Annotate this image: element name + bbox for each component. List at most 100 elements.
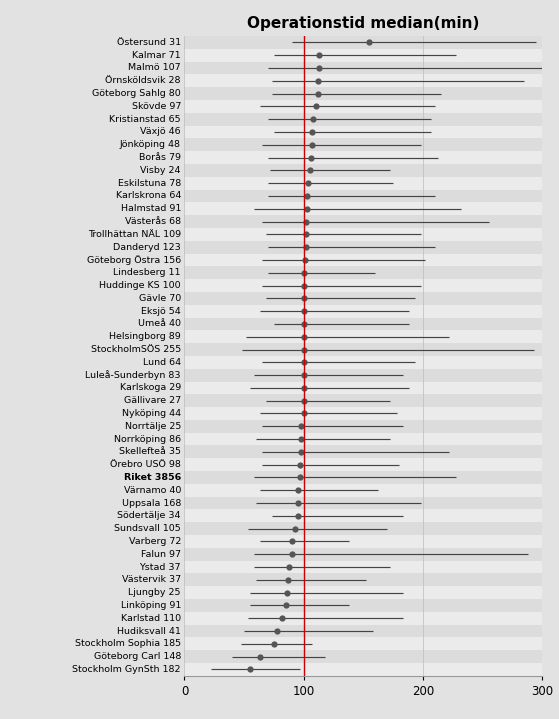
Bar: [184, 36, 542, 49]
Text: Kristianstad 65: Kristianstad 65: [109, 114, 181, 124]
Text: Växjö 46: Växjö 46: [140, 127, 181, 137]
Bar: [184, 369, 542, 382]
Bar: [184, 382, 542, 394]
Text: Skellefteå 35: Skellefteå 35: [119, 447, 181, 457]
Text: Visby 24: Visby 24: [140, 166, 181, 175]
Bar: [184, 612, 542, 625]
Text: Ystad 37: Ystad 37: [139, 562, 181, 572]
Bar: [184, 446, 542, 458]
Bar: [184, 151, 542, 164]
Text: Lindesberg 11: Lindesberg 11: [113, 268, 181, 278]
Bar: [184, 202, 542, 215]
Text: Helsingborg 89: Helsingborg 89: [109, 332, 181, 342]
Bar: [184, 190, 542, 202]
Text: Karlstad 110: Karlstad 110: [121, 614, 181, 623]
Bar: [184, 625, 542, 638]
Bar: [184, 510, 542, 522]
Bar: [184, 100, 542, 113]
Title: Operationstid median(min): Operationstid median(min): [247, 16, 480, 31]
Bar: [184, 599, 542, 612]
Bar: [184, 292, 542, 305]
Bar: [184, 471, 542, 484]
Text: Gävle 70: Gävle 70: [139, 294, 181, 303]
Text: Jönköping 48: Jönköping 48: [120, 140, 181, 150]
Bar: [184, 279, 542, 292]
Bar: [184, 458, 542, 471]
Text: Malmö 107: Malmö 107: [128, 63, 181, 73]
Bar: [184, 164, 542, 177]
Bar: [184, 228, 542, 241]
Bar: [184, 586, 542, 599]
Text: Göteborg Östra 156: Göteborg Östra 156: [87, 255, 181, 265]
Bar: [184, 497, 542, 510]
Text: Norrköping 86: Norrköping 86: [114, 434, 181, 444]
Text: Eksjö 54: Eksjö 54: [141, 306, 181, 316]
Bar: [184, 330, 542, 343]
Bar: [184, 650, 542, 663]
Text: Skövde 97: Skövde 97: [131, 102, 181, 111]
Text: Göteborg Carl 148: Göteborg Carl 148: [93, 652, 181, 661]
Text: Karlskrona 64: Karlskrona 64: [116, 191, 181, 201]
Text: Kalmar 71: Kalmar 71: [132, 50, 181, 60]
Bar: [184, 318, 542, 330]
Text: Huddinge KS 100: Huddinge KS 100: [100, 281, 181, 290]
Text: Danderyd 123: Danderyd 123: [113, 242, 181, 252]
Bar: [184, 254, 542, 266]
Bar: [184, 433, 542, 446]
Bar: [184, 663, 542, 676]
Bar: [184, 356, 542, 369]
Text: Umeå 40: Umeå 40: [138, 319, 181, 329]
Bar: [184, 305, 542, 318]
Text: Västervik 37: Västervik 37: [122, 575, 181, 585]
Bar: [184, 638, 542, 650]
Text: Riket 3856: Riket 3856: [124, 473, 181, 482]
Text: Trollhättan NÄL 109: Trollhättan NÄL 109: [88, 230, 181, 239]
Text: Örebro USÖ 98: Örebro USÖ 98: [110, 460, 181, 470]
Text: Falun 97: Falun 97: [141, 550, 181, 559]
Text: Gällivare 27: Gällivare 27: [124, 396, 181, 406]
Bar: [184, 74, 542, 87]
Bar: [184, 266, 542, 279]
Text: Nyköping 44: Nyköping 44: [122, 409, 181, 418]
Bar: [184, 407, 542, 420]
Text: Ljungby 25: Ljungby 25: [129, 588, 181, 597]
Bar: [184, 574, 542, 586]
Text: Luleå-Sunderbyn 83: Luleå-Sunderbyn 83: [86, 370, 181, 380]
Text: Stockholm GynSth 182: Stockholm GynSth 182: [73, 665, 181, 674]
Text: StockholmSÖS 255: StockholmSÖS 255: [91, 345, 181, 354]
Text: Uppsala 168: Uppsala 168: [121, 498, 181, 508]
Bar: [184, 215, 542, 228]
Bar: [184, 87, 542, 100]
Text: Karlskoga 29: Karlskoga 29: [120, 383, 181, 393]
Bar: [184, 113, 542, 126]
Text: Hudiksvall 41: Hudiksvall 41: [117, 626, 181, 636]
Bar: [184, 522, 542, 535]
Text: Lund 64: Lund 64: [143, 358, 181, 367]
Text: Västerås 68: Västerås 68: [125, 217, 181, 226]
Bar: [184, 484, 542, 497]
Bar: [184, 535, 542, 548]
Bar: [184, 343, 542, 356]
Text: Varberg 72: Varberg 72: [129, 537, 181, 546]
Text: Eskilstuna 78: Eskilstuna 78: [117, 178, 181, 188]
Text: Göteborg Sahlg 80: Göteborg Sahlg 80: [92, 89, 181, 98]
Text: Borås 79: Borås 79: [139, 153, 181, 162]
Text: Örnsköldsvik 28: Örnsköldsvik 28: [106, 76, 181, 86]
Text: Värnamo 40: Värnamo 40: [124, 486, 181, 495]
Text: Östersund 31: Östersund 31: [117, 38, 181, 47]
Bar: [184, 394, 542, 407]
Bar: [184, 548, 542, 561]
Text: Sundsvall 105: Sundsvall 105: [114, 524, 181, 533]
Bar: [184, 126, 542, 138]
Bar: [184, 420, 542, 433]
Text: Stockholm Sophia 185: Stockholm Sophia 185: [75, 639, 181, 649]
Text: Södertälje 34: Södertälje 34: [117, 511, 181, 521]
Bar: [184, 561, 542, 574]
Bar: [184, 177, 542, 190]
Bar: [184, 49, 542, 62]
Bar: [184, 138, 542, 151]
Text: Norrtälje 25: Norrtälje 25: [125, 422, 181, 431]
Text: Linköping 91: Linköping 91: [121, 601, 181, 610]
Bar: [184, 62, 542, 74]
Bar: [184, 241, 542, 254]
